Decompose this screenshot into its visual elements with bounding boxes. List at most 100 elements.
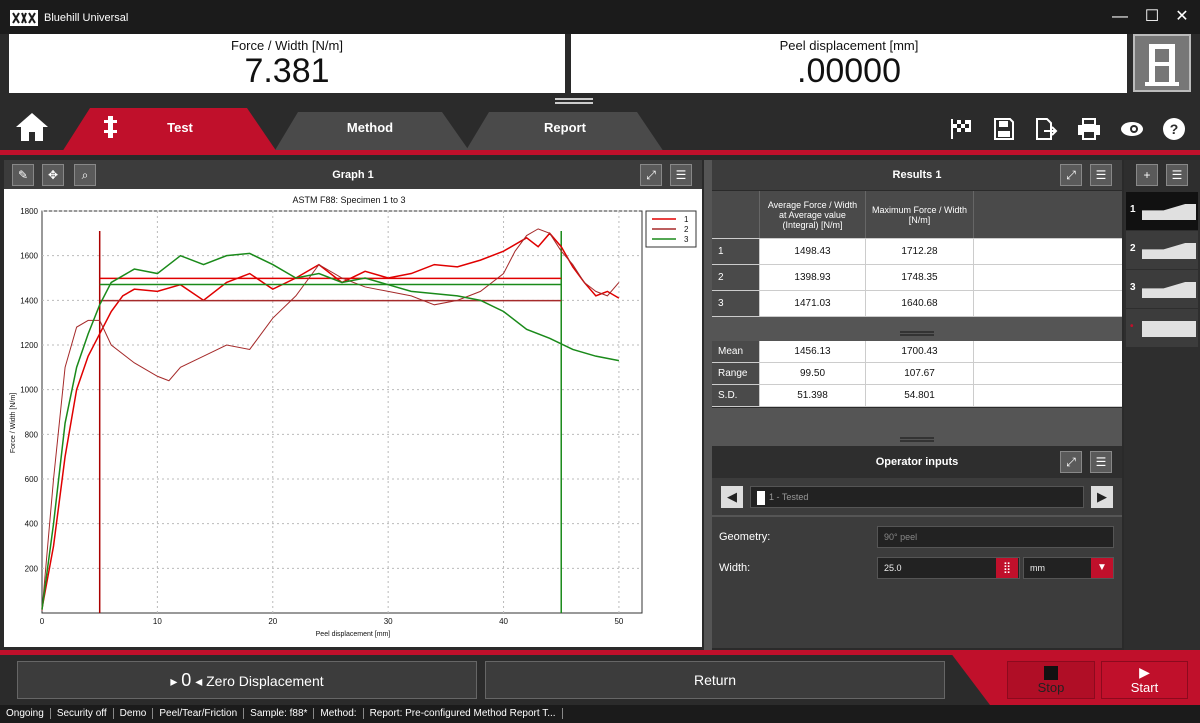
- finish-flag-icon[interactable]: [949, 117, 973, 141]
- width-label: Width:: [719, 562, 751, 574]
- status-item: Method:: [314, 708, 364, 719]
- zero-displacement-button[interactable]: ▸ 0 ◂ Zero Displacement: [17, 661, 477, 699]
- system-icon[interactable]: [1119, 119, 1145, 139]
- y-tick-label: 1600: [20, 252, 38, 261]
- specimen-item[interactable]: •: [1126, 309, 1198, 347]
- export-icon[interactable]: [1034, 117, 1058, 141]
- status-item: Ongoing: [0, 708, 51, 719]
- table-row[interactable]: 1 1498.43 1712.28: [712, 239, 1122, 265]
- maximize-icon[interactable]: ☐: [1144, 8, 1160, 25]
- status-bar: Ongoing Security off Demo Peel/Tear/Frictio…: [0, 705, 1200, 723]
- y-tick-label: 1000: [20, 386, 38, 395]
- specimen-selector[interactable]: 1 - Tested: [750, 486, 1084, 508]
- next-specimen-button[interactable]: ▶: [1091, 486, 1113, 508]
- help-icon[interactable]: ?: [1162, 117, 1186, 141]
- menu-icon[interactable]: ☰: [1166, 164, 1188, 186]
- specimen-item[interactable]: 3: [1126, 270, 1198, 308]
- table-row[interactable]: S.D. 51.398 54.801: [712, 385, 1122, 407]
- frame-control-button[interactable]: [1133, 34, 1191, 92]
- play-icon: ▶: [1139, 664, 1150, 680]
- pencil-icon[interactable]: ✎: [12, 164, 34, 186]
- results-table: Average Force / Width at Average value (…: [712, 191, 1122, 407]
- results-panel-header: Results 1: [712, 160, 1122, 190]
- tab-method[interactable]: Method: [346, 120, 394, 135]
- previous-specimen-button[interactable]: ◀: [721, 486, 743, 508]
- table-cell: 1700.43: [866, 341, 974, 362]
- table-cell: 1398.93: [760, 265, 866, 290]
- return-button[interactable]: Return: [485, 661, 945, 699]
- operator-panel-title: Operator inputs: [875, 456, 959, 468]
- chart-title: ASTM F88: Specimen 1 to 3: [292, 195, 405, 205]
- close-icon[interactable]: ✕: [1175, 8, 1189, 25]
- title-bar: Bluehill Universal — ☐ ✕: [0, 0, 1200, 34]
- table-cell: 51.398: [760, 385, 866, 406]
- readout-label: Peel displacement [mm]: [779, 38, 919, 53]
- header-cell: Maximum Force / Width [N/m]: [866, 191, 974, 238]
- table-row[interactable]: 2 1398.93 1748.35: [712, 265, 1122, 291]
- geometry-label: Geometry:: [719, 531, 771, 543]
- zoom-icon[interactable]: ⌕: [74, 164, 96, 186]
- add-specimen-icon[interactable]: +: [1136, 164, 1158, 186]
- status-item: Sample: f88*: [244, 708, 315, 719]
- x-tick-label: 0: [40, 617, 45, 626]
- tab-report[interactable]: Report: [544, 120, 586, 135]
- specimen-item[interactable]: 1: [1126, 192, 1198, 230]
- specimen-peel-icon: [1142, 204, 1196, 220]
- geometry-field[interactable]: 90° peel: [877, 526, 1114, 548]
- start-button[interactable]: ▶ Start: [1101, 661, 1188, 699]
- table-cell: 1748.35: [866, 265, 974, 290]
- table-row[interactable]: Range 99.50 107.67: [712, 363, 1122, 385]
- chevron-down-icon[interactable]: ▼: [1091, 558, 1113, 578]
- keypad-icon[interactable]: ⣿: [996, 558, 1018, 578]
- x-tick-label: 10: [153, 617, 162, 626]
- tab-test[interactable]: Test: [167, 120, 193, 135]
- peel-displacement-readout[interactable]: Peel displacement [mm] .00000: [571, 34, 1127, 93]
- table-row[interactable]: 3 1471.03 1640.68: [712, 291, 1122, 317]
- menu-icon[interactable]: ☰: [1090, 451, 1112, 473]
- frame-icon: [1145, 44, 1179, 86]
- print-icon[interactable]: [1076, 117, 1102, 141]
- stop-label: Stop: [1037, 680, 1065, 695]
- y-tick-label: 400: [25, 520, 39, 529]
- specimen-marker-icon: [757, 490, 765, 505]
- table-cell: 1456.13: [760, 341, 866, 362]
- specimen-peel-icon: [1142, 243, 1196, 259]
- pan-icon[interactable]: ✥: [42, 164, 64, 186]
- accent-divider: [0, 650, 1200, 655]
- width-unit-value: mm: [1030, 563, 1045, 573]
- legend-label: 2: [684, 225, 689, 234]
- table-splitter[interactable]: [712, 317, 1122, 341]
- expand-icon[interactable]: ⤢: [1060, 164, 1082, 186]
- expand-icon[interactable]: ⤢: [640, 164, 662, 186]
- menu-icon[interactable]: ☰: [670, 164, 692, 186]
- y-tick-label: 800: [25, 430, 39, 439]
- readout-value: 7.381: [244, 52, 330, 90]
- home-icon[interactable]: [14, 111, 50, 143]
- stop-button[interactable]: Stop: [1007, 661, 1095, 699]
- expand-icon[interactable]: ⤢: [1060, 451, 1082, 473]
- x-tick-label: 40: [499, 617, 508, 626]
- specimen-number: •: [1130, 321, 1134, 332]
- zero-value: 0: [181, 670, 192, 690]
- tabs-background: [62, 108, 664, 152]
- plot-frame: [41, 210, 643, 614]
- series-line-3: [41, 252, 620, 610]
- minimize-icon[interactable]: —: [1112, 8, 1128, 25]
- panel-splitter[interactable]: [704, 160, 712, 650]
- specimen-item[interactable]: 2: [1126, 231, 1198, 269]
- save-icon[interactable]: [993, 117, 1015, 141]
- readout-value: .00000: [797, 52, 901, 90]
- table-row[interactable]: Mean 1456.13 1700.43: [712, 341, 1122, 363]
- chart[interactable]: ASTM F88: Specimen 1 to 3 Peel displacem…: [4, 189, 702, 647]
- graph-panel-header: Graph 1: [4, 160, 702, 190]
- width-field[interactable]: 25.0: [877, 557, 1020, 579]
- y-axis-label: Force / Width [N/m]: [10, 393, 17, 453]
- y-tick-label: 600: [25, 475, 39, 484]
- collapse-handle[interactable]: [555, 98, 593, 104]
- menu-icon[interactable]: ☰: [1090, 164, 1112, 186]
- table-cell: 1471.03: [760, 291, 866, 316]
- force-width-readout[interactable]: Force / Width [N/m] 7.381: [9, 34, 565, 93]
- specimen-peel-icon: [1142, 282, 1196, 298]
- table-cell: 1712.28: [866, 239, 974, 264]
- graph-area[interactable]: ASTM F88: Specimen 1 to 3 Peel displacem…: [4, 189, 702, 647]
